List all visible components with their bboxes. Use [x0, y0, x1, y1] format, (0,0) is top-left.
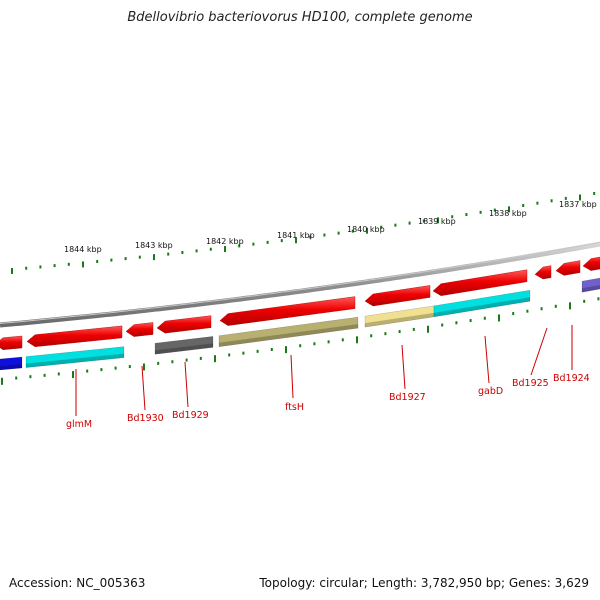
- ruler-label: 1837 kbp: [559, 200, 597, 209]
- ruler-label: 1843 kbp: [135, 241, 173, 250]
- gene-arrow: [582, 256, 600, 271]
- cog-bar: [0, 356, 23, 371]
- gene-arrow: [0, 335, 23, 350]
- cog-bar: [218, 316, 359, 347]
- ruler-label: 1842 kbp: [206, 237, 244, 246]
- gene-arrow: [364, 285, 431, 307]
- cog-bar-shade: [0, 363, 22, 370]
- cog-bar: [154, 336, 214, 355]
- ruler-labels: 1844 kbp 1843 kbp 1842 kbp 1841 kbp 1840…: [64, 200, 597, 254]
- gene-label-Bd1927[interactable]: Bd1927: [389, 392, 426, 403]
- gene-label-ftsH[interactable]: ftsH: [285, 402, 304, 413]
- gene-arrow: [156, 315, 212, 334]
- gene-arrow: [534, 265, 552, 280]
- ruler-label: 1840 kbp: [347, 225, 385, 234]
- gene-label-glmM[interactable]: glmM: [66, 419, 92, 430]
- label-leader-line: [401, 344, 406, 390]
- cog-bar-shade: [26, 353, 124, 368]
- cog-bar: [581, 277, 600, 293]
- gene-label-Bd1929[interactable]: Bd1929: [172, 410, 209, 421]
- cog-bar-shade: [219, 324, 358, 347]
- genome-summary: Topology: circular; Length: 3,782,950 bp…: [259, 576, 589, 590]
- label-leader-line: [484, 335, 490, 384]
- label-leader-line: [530, 327, 548, 376]
- outer-ruler: [11, 192, 596, 274]
- inner-ruler: [1, 297, 600, 385]
- cog-bar: [433, 289, 531, 318]
- ruler-label: 1844 kbp: [64, 245, 102, 254]
- cog-track: [0, 277, 600, 371]
- gene-label-Bd1925[interactable]: Bd1925: [512, 378, 549, 389]
- gene-arrow: [219, 296, 356, 326]
- genome-backbone: [0, 241, 600, 328]
- backbone-highlight: [0, 242, 600, 324]
- gene-arrow: [555, 260, 581, 276]
- cog-bar-shade: [434, 297, 530, 317]
- gene-arrow: [432, 269, 528, 296]
- ruler-label: 1839 kbp: [418, 217, 456, 226]
- gene-label-gabD[interactable]: gabD: [478, 386, 503, 397]
- cog-bar: [25, 346, 125, 368]
- cog-bar-shade: [155, 343, 213, 355]
- cog-bar-shade: [582, 284, 600, 293]
- cog-bar-shade: [365, 312, 434, 328]
- gene-arrow: [125, 322, 154, 337]
- gene-label-Bd1930[interactable]: Bd1930: [127, 413, 164, 424]
- map-title: Bdellovibrio bacteriovorus HD100, comple…: [127, 10, 473, 25]
- label-leader-line: [184, 361, 189, 408]
- gene-arrow: [26, 325, 123, 347]
- label-leaders: [75, 325, 573, 416]
- label-leader-line: [141, 365, 146, 411]
- gene-label-Bd1924[interactable]: Bd1924: [553, 373, 590, 384]
- label-leader-line: [290, 354, 294, 399]
- gene-labels: glmM Bd1930 Bd1929 ftsH Bd1927 gabD Bd19…: [66, 373, 590, 430]
- ruler-label: 1838 kbp: [489, 209, 527, 218]
- backbone-line: [0, 241, 600, 328]
- ruler-label: 1841 kbp: [277, 231, 315, 240]
- gene-track: [0, 256, 600, 350]
- accession-text: Accession: NC_005363: [9, 576, 146, 590]
